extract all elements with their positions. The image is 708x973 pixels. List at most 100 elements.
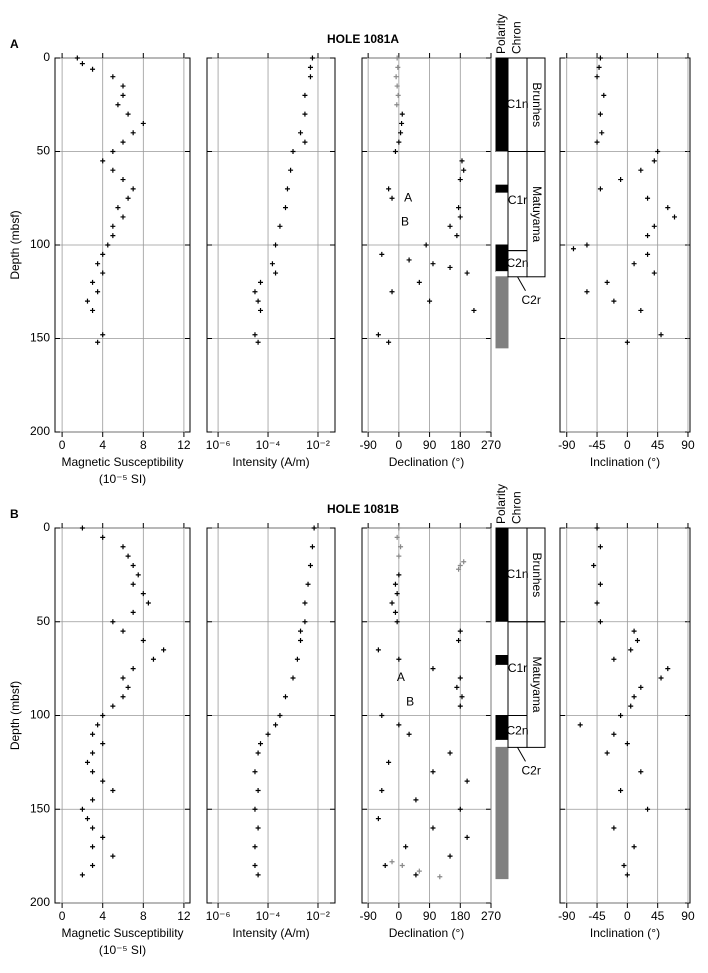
data-point [255,298,261,304]
data-point [457,675,463,681]
data-point [145,600,151,606]
x-tick-label: 10⁻⁶ [206,909,231,923]
data-point [302,139,308,145]
data-point [379,713,385,718]
data-point [84,759,90,765]
data-point [100,741,106,747]
x-tick-label: 10⁻² [306,909,330,923]
chron-label: C1r [508,661,527,675]
data-point [399,111,405,117]
data-point [631,694,637,700]
y-axis-label: Depth (mbsf) [8,210,22,279]
data-point [252,844,258,850]
polarity-interval [495,746,509,880]
y-tick-label: 200 [30,895,50,909]
data-point [459,158,465,164]
data-point [252,806,258,812]
data-point [79,872,85,878]
data-point [403,844,409,850]
data-point [406,257,412,263]
data-point [277,713,283,718]
data-point [140,120,146,126]
data-point [282,694,288,700]
data-point [392,581,398,587]
data-point [399,120,405,126]
data-point [456,566,462,572]
data-point [638,769,644,775]
data-point [110,223,116,229]
chron-label: C2r [522,293,541,307]
data-point [601,92,607,98]
data-point [100,332,106,338]
x-axis-label: Intensity (A/m) [232,455,309,469]
data-point [252,332,258,338]
data-point [100,834,106,840]
data-point [298,638,304,643]
polarity-interval [496,151,508,186]
data-point [74,55,80,61]
data-point [454,233,460,239]
data-point [135,572,141,578]
data-point [84,816,90,822]
y-tick-label: 50 [37,614,51,628]
polarity-heading: Polarity [494,14,508,54]
data-point [115,102,121,108]
data-point [284,186,290,192]
data-point [255,872,261,878]
data-point [110,167,116,173]
data-point [273,270,279,276]
data-point [599,130,605,136]
data-point [618,788,624,793]
data-point [392,149,398,154]
data-point [634,638,640,643]
data-point [290,149,296,154]
data-point [393,74,399,80]
data-point [594,525,600,531]
data-point [130,581,136,587]
data-point [471,307,477,313]
data-point [307,64,313,70]
data-point [298,628,304,634]
x-axis-label: Declination (°) [389,455,465,469]
data-point [396,722,402,728]
x-axis-label: Magnetic Susceptibility [61,455,183,469]
data-point [100,158,106,164]
x-tick-label: 0 [59,909,66,923]
data-point [105,242,111,248]
data-point [594,139,600,145]
data-point [379,251,385,257]
x-tick-label: 10⁻⁴ [256,438,281,452]
polarity-interval [495,655,509,666]
data-point [430,261,436,267]
x-axis-label: Inclination (°) [590,926,660,940]
epoch-label: Matuyama [530,657,544,713]
data-point [611,825,617,831]
data-point [273,242,279,248]
epoch-label: Brunhes [530,82,544,127]
data-point [130,609,136,615]
data-point [413,872,419,878]
data-point [392,609,398,615]
data-point [406,731,412,737]
data-point [255,339,261,345]
data-point [100,270,106,276]
polarity-interval [496,192,508,245]
x-tick-label: 90 [681,438,695,452]
data-point [624,339,630,345]
data-point [461,559,467,565]
data-point [594,600,600,606]
data-point [389,859,395,865]
x-axis-label: Inclination (°) [590,455,660,469]
data-point [379,788,385,793]
data-point [90,797,96,803]
data-point [672,214,678,220]
data-point [90,769,96,775]
data-point [100,778,106,784]
data-point [423,242,429,248]
y-tick-label: 200 [30,424,50,438]
data-point [399,863,405,868]
data-point [95,339,101,345]
x-tick-label: -45 [588,438,606,452]
x-tick-label: 180 [450,438,470,452]
data-point [110,149,116,154]
